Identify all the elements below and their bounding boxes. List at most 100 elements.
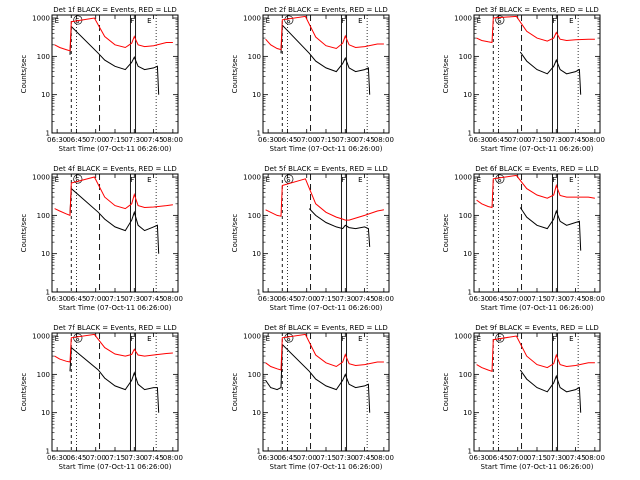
y-tick-label: 1 xyxy=(46,289,50,297)
y-tick-label: 1 xyxy=(257,448,261,456)
x-tick-label: 07:45 xyxy=(354,454,374,462)
marker-letter: E xyxy=(358,176,362,184)
series-lld-line xyxy=(54,333,173,363)
series-lld-line xyxy=(476,15,595,44)
marker-letter: E xyxy=(477,176,481,184)
x-tick-label: 08:00 xyxy=(163,295,183,303)
x-tick-label: 07:15 xyxy=(527,136,547,144)
x-tick-label: 07:30 xyxy=(124,136,144,144)
x-tick-label: 07:30 xyxy=(546,295,566,303)
series-events-line xyxy=(308,208,371,247)
y-axis-label: Counts/sec xyxy=(20,373,28,412)
y-axis-label: Counts/sec xyxy=(442,214,450,253)
marker-letter: E xyxy=(266,176,270,184)
y-axis-label: Counts/sec xyxy=(442,55,450,94)
x-axis-label: Start Time (07-Oct-11 06:26:00) xyxy=(270,304,383,312)
panel-det-5: Det 5f BLACK = Events, RED = LLD 1 10 100 10… xyxy=(231,165,394,312)
panel-det-9: Det 9f BLACK = Events, RED = LLD 1 10 100 10… xyxy=(442,324,605,471)
series-events-line xyxy=(519,51,582,95)
marker-letter: E xyxy=(55,176,59,184)
y-tick-label: 1 xyxy=(46,130,50,138)
y-tick-label: 1000 xyxy=(454,15,472,23)
panel-det-3: Det 3f BLACK = Events, RED = LLD 1 10 100 10… xyxy=(442,6,605,153)
x-tick-label: 06:30 xyxy=(47,136,67,144)
x-tick-label: 07:45 xyxy=(143,454,163,462)
x-tick-label: 06:45 xyxy=(66,454,86,462)
x-tick-label: 06:30 xyxy=(258,454,278,462)
x-tick-label: 06:30 xyxy=(258,136,278,144)
y-tick-label: 1 xyxy=(468,130,472,138)
y-tick-label: 100 xyxy=(459,212,472,220)
marker-letter: E xyxy=(266,17,270,25)
y-tick-label: 1000 xyxy=(454,333,472,341)
marker-letter: S xyxy=(497,17,502,25)
y-tick-label: 1 xyxy=(468,289,472,297)
y-tick-label: 10 xyxy=(252,91,261,99)
x-tick-label: 08:00 xyxy=(163,454,183,462)
panel-title: Det 8f BLACK = Events, RED = LLD xyxy=(264,324,387,332)
x-tick-label: 07:15 xyxy=(105,295,125,303)
y-tick-label: 1000 xyxy=(32,15,50,23)
x-axis-label: Start Time (07-Oct-11 06:26:00) xyxy=(270,463,383,471)
y-axis-label: Counts/sec xyxy=(231,214,239,253)
y-tick-label: 10 xyxy=(252,409,261,417)
x-tick-label: 08:00 xyxy=(374,454,394,462)
marker-letter: E xyxy=(358,17,362,25)
x-tick-label: 06:30 xyxy=(47,454,67,462)
x-tick-label: 07:00 xyxy=(508,454,528,462)
marker-letter: E xyxy=(147,17,151,25)
y-tick-label: 1 xyxy=(257,289,261,297)
x-tick-label: 06:45 xyxy=(66,136,86,144)
x-tick-label: 07:45 xyxy=(143,136,163,144)
marker-circle xyxy=(495,174,505,184)
x-axis-label: Start Time (07-Oct-11 06:26:00) xyxy=(270,145,383,153)
panel-title: Det 5f BLACK = Events, RED = LLD xyxy=(264,165,387,173)
series-events-line xyxy=(519,207,582,251)
x-tick-label: 07:00 xyxy=(297,454,317,462)
x-tick-label: 07:30 xyxy=(124,454,144,462)
y-tick-label: 10 xyxy=(463,409,472,417)
series-lld-line xyxy=(476,174,595,209)
x-tick-label: 07:45 xyxy=(565,454,585,462)
panel-det-2: Det 2f BLACK = Events, RED = LLD 1 10 100 10… xyxy=(231,6,394,153)
x-tick-label: 06:45 xyxy=(488,136,508,144)
x-tick-label: 07:00 xyxy=(297,295,317,303)
series-events-line xyxy=(69,187,160,254)
x-tick-label: 07:00 xyxy=(86,454,106,462)
y-tick-label: 10 xyxy=(41,250,50,258)
x-tick-label: 08:00 xyxy=(374,295,394,303)
marker-letter: E xyxy=(569,335,573,343)
panel-det-7: Det 7f BLACK = Events, RED = LLD 1 10 100 10… xyxy=(20,324,183,471)
y-tick-label: 100 xyxy=(248,53,261,61)
x-tick-label: 06:45 xyxy=(277,454,297,462)
x-tick-label: 08:00 xyxy=(163,136,183,144)
y-tick-label: 10 xyxy=(252,250,261,258)
x-tick-label: 07:45 xyxy=(565,295,585,303)
marker-letter: S xyxy=(75,335,80,343)
marker-letter: E xyxy=(569,17,573,25)
x-axis-label: Start Time (07-Oct-11 06:26:00) xyxy=(481,463,594,471)
panel-det-6: Det 6f BLACK = Events, RED = LLD 1 10 100 10… xyxy=(442,165,605,312)
x-tick-label: 07:15 xyxy=(527,295,547,303)
y-tick-label: 100 xyxy=(459,371,472,379)
panel-title: Det 3f BLACK = Events, RED = LLD xyxy=(475,6,598,14)
marker-letter: F xyxy=(341,335,345,343)
x-tick-label: 07:15 xyxy=(527,454,547,462)
series-events-line xyxy=(265,343,371,413)
marker-circle xyxy=(284,333,294,343)
y-tick-label: 10 xyxy=(463,91,472,99)
marker-letter: F xyxy=(552,176,556,184)
marker-letter: E xyxy=(55,17,59,25)
marker-letter: E xyxy=(55,335,59,343)
panel-title: Det 7f BLACK = Events, RED = LLD xyxy=(53,324,176,332)
x-tick-label: 06:45 xyxy=(277,136,297,144)
x-tick-label: 07:15 xyxy=(316,454,336,462)
x-tick-label: 07:45 xyxy=(354,295,374,303)
y-axis-label: Counts/sec xyxy=(20,214,28,253)
x-tick-label: 07:30 xyxy=(546,454,566,462)
series-lld-line xyxy=(265,178,384,221)
panel-title: Det 9f BLACK = Events, RED = LLD xyxy=(475,324,598,332)
marker-letter: E xyxy=(477,335,481,343)
x-tick-label: 06:30 xyxy=(469,295,489,303)
x-tick-label: 07:45 xyxy=(565,136,585,144)
